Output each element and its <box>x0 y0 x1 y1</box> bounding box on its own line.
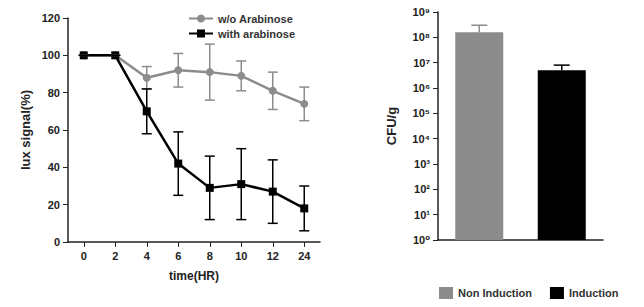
svg-text:4: 4 <box>144 250 151 262</box>
svg-text:80: 80 <box>48 87 60 99</box>
svg-text:0: 0 <box>81 250 87 262</box>
svg-text:time(HR): time(HR) <box>169 269 219 283</box>
svg-text:8: 8 <box>207 250 213 262</box>
svg-text:10: 10 <box>235 250 247 262</box>
svg-text:0: 0 <box>54 236 60 248</box>
svg-text:10¹: 10¹ <box>414 209 430 221</box>
svg-text:10⁷: 10⁷ <box>413 57 430 69</box>
svg-text:120: 120 <box>42 12 60 24</box>
svg-text:10⁸: 10⁸ <box>413 31 430 43</box>
svg-text:100: 100 <box>42 49 60 61</box>
svg-text:10⁵: 10⁵ <box>413 107 430 119</box>
svg-text:Non Induction: Non Induction <box>458 287 532 299</box>
svg-text:10³: 10³ <box>414 158 430 170</box>
svg-text:24: 24 <box>298 250 311 262</box>
svg-text:lux signal(%): lux signal(%) <box>18 90 33 170</box>
svg-text:10²: 10² <box>414 183 430 195</box>
svg-text:w/o Arabinose: w/o Arabinose <box>217 13 293 25</box>
svg-text:10⁴: 10⁴ <box>412 133 430 145</box>
svg-text:20: 20 <box>48 199 60 211</box>
svg-text:40: 40 <box>48 161 60 173</box>
svg-text:60: 60 <box>48 124 60 136</box>
svg-text:CFU/g: CFU/g <box>384 107 399 145</box>
svg-text:6: 6 <box>175 250 181 262</box>
svg-text:10⁹: 10⁹ <box>413 6 430 18</box>
svg-text:10⁰: 10⁰ <box>413 234 430 246</box>
svg-text:with arabinose: with arabinose <box>217 28 295 40</box>
svg-text:2: 2 <box>112 250 118 262</box>
svg-text:10⁶: 10⁶ <box>413 82 430 94</box>
svg-text:12: 12 <box>267 250 279 262</box>
svg-text:Induction: Induction <box>569 287 619 299</box>
